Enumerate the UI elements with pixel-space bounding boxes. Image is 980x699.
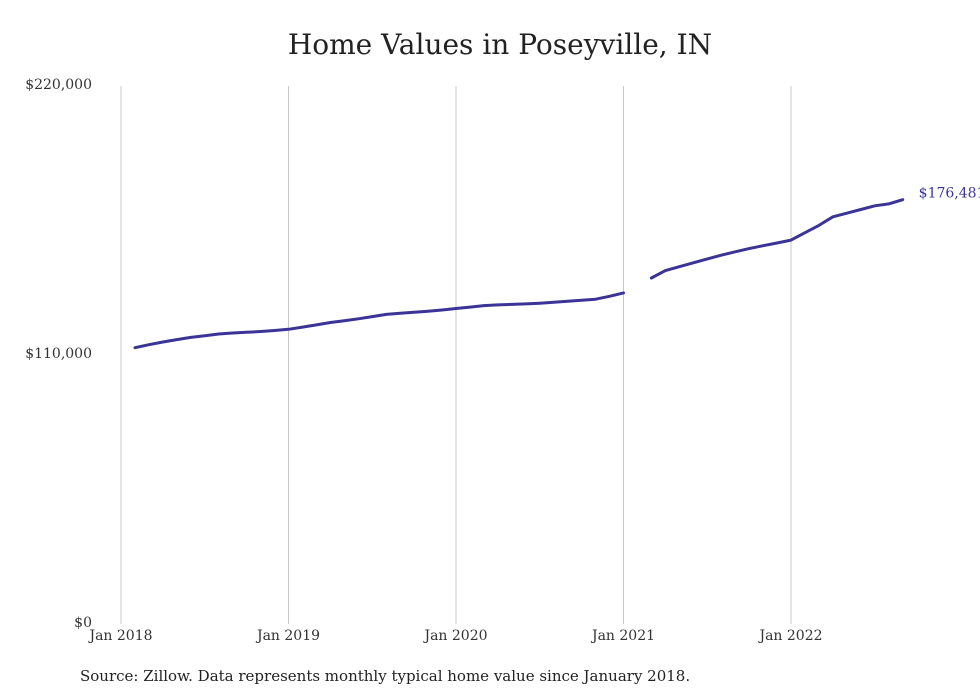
y-tick-label: $0	[74, 615, 92, 631]
label-layer: Jan 2018 Jan 2019 Jan 2020 Jan 2021 Jan 2022…	[25, 77, 980, 644]
series-line	[649, 198, 905, 280]
x-tick-label: Jan 2020	[422, 628, 487, 644]
x-tick-label: Jan 2018	[87, 628, 152, 644]
x-tick-label: Jan 2019	[255, 628, 320, 644]
grid-layer	[120, 86, 792, 624]
source-note: Source: Zillow. Data represents monthly …	[80, 667, 691, 685]
x-tick-label: Jan 2021	[590, 628, 655, 644]
series-layer	[133, 198, 905, 350]
y-tick-label: $220,000	[25, 77, 92, 93]
y-tick-label: $110,000	[25, 346, 92, 362]
end-value-label: $176,481	[919, 186, 980, 202]
series-line	[133, 291, 625, 350]
x-tick-label: Jan 2022	[757, 628, 822, 644]
chart-title: Home Values in Poseyville, IN	[287, 28, 713, 61]
